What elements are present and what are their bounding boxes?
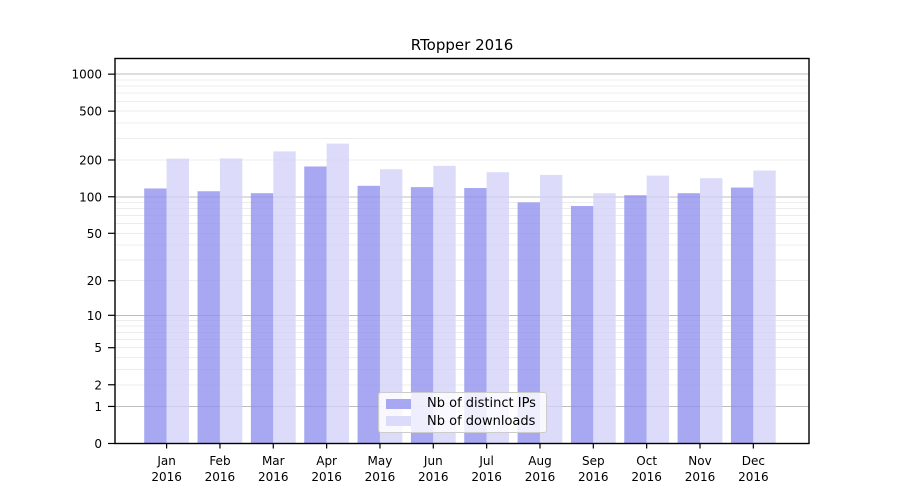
y-tick-label: 20 xyxy=(87,274,102,288)
y-tick-label: 100 xyxy=(79,190,102,204)
x-tick-label-year: 2016 xyxy=(525,470,556,484)
x-tick-label-month: Jan xyxy=(156,454,176,468)
bar-distinct-ips-jul xyxy=(464,188,487,444)
bar-distinct-ips-may xyxy=(357,185,380,444)
y-tick-label: 1 xyxy=(94,400,102,414)
x-tick-label-month: Nov xyxy=(688,454,711,468)
x-tick-label-year: 2016 xyxy=(685,470,716,484)
x-tick-label-year: 2016 xyxy=(311,470,342,484)
x-tick-label-month: Oct xyxy=(636,454,657,468)
x-tick-label-month: Apr xyxy=(316,454,337,468)
bar-downloads-aug xyxy=(539,174,563,444)
y-tick-label: 2 xyxy=(94,378,102,392)
x-tick-label-year: 2016 xyxy=(151,470,182,484)
x-tick-label-month: May xyxy=(368,454,393,468)
bar-distinct-ips-mar xyxy=(250,193,274,444)
bar-downloads-may xyxy=(379,169,403,444)
bar-downloads-jan xyxy=(166,158,189,444)
bar-distinct-ips-dec xyxy=(730,187,754,444)
y-tick-label: 50 xyxy=(87,227,102,241)
bar-distinct-ips-jun xyxy=(410,187,434,444)
bar-distinct-ips-sep xyxy=(570,205,594,444)
bar-downloads-apr xyxy=(326,143,350,444)
bar-downloads-jun xyxy=(433,165,456,444)
bar-downloads-mar xyxy=(273,151,296,444)
bar-downloads-sep xyxy=(593,193,616,444)
legend-item-distinct-ips: Nb of distinct IPs xyxy=(385,396,540,411)
bar-distinct-ips-nov xyxy=(677,193,700,444)
legend-label-distinct-ips: Nb of distinct IPs xyxy=(427,396,536,412)
x-tick-label-month: Dec xyxy=(742,454,765,468)
chart-title: RTopper 2016 xyxy=(410,36,514,54)
y-tick-label: 5 xyxy=(94,341,102,355)
bar-downloads-nov xyxy=(700,178,723,444)
legend-item-downloads: Nb of downloads xyxy=(385,414,540,429)
x-tick-label-month: Feb xyxy=(209,454,230,468)
y-tick-label: 500 xyxy=(79,105,102,119)
x-tick-label-month: Sep xyxy=(582,454,605,468)
x-tick-label-year: 2016 xyxy=(365,470,396,484)
legend-label-downloads: Nb of downloads xyxy=(427,413,536,429)
bar-distinct-ips-aug xyxy=(517,202,540,444)
legend-swatch-distinct-ips-icon xyxy=(386,398,411,409)
y-tick-label: 200 xyxy=(79,153,102,167)
x-tick-label-year: 2016 xyxy=(471,470,502,484)
y-tick-label: 10 xyxy=(87,309,102,323)
x-tick-label-month: Jul xyxy=(478,454,493,468)
bar-distinct-ips-jan xyxy=(144,188,167,444)
x-tick-label-year: 2016 xyxy=(578,470,609,484)
plot-frame xyxy=(114,57,810,445)
bar-downloads-jul xyxy=(486,172,510,444)
bar-distinct-ips-apr xyxy=(304,166,327,444)
x-tick-label-year: 2016 xyxy=(738,470,769,484)
legend-swatch-downloads-icon xyxy=(386,416,411,427)
x-tick-label-year: 2016 xyxy=(258,470,289,484)
x-tick-label-year: 2016 xyxy=(418,470,449,484)
bar-downloads-feb xyxy=(219,158,243,444)
legend: Nb of distinct IPs Nb of downloads xyxy=(378,392,547,433)
x-tick-label-year: 2016 xyxy=(205,470,236,484)
y-tick-label: 1000 xyxy=(71,68,102,82)
bar-distinct-ips-feb xyxy=(197,191,220,444)
x-tick-label-month: Aug xyxy=(528,454,551,468)
y-tick-label: 0 xyxy=(94,437,102,451)
bar-distinct-ips-oct xyxy=(624,195,647,444)
bar-downloads-oct xyxy=(646,175,670,444)
x-tick-label-year: 2016 xyxy=(631,470,662,484)
x-tick-label-month: Jun xyxy=(423,454,443,468)
bar-downloads-dec xyxy=(753,170,776,444)
x-tick-label-month: Mar xyxy=(262,454,285,468)
